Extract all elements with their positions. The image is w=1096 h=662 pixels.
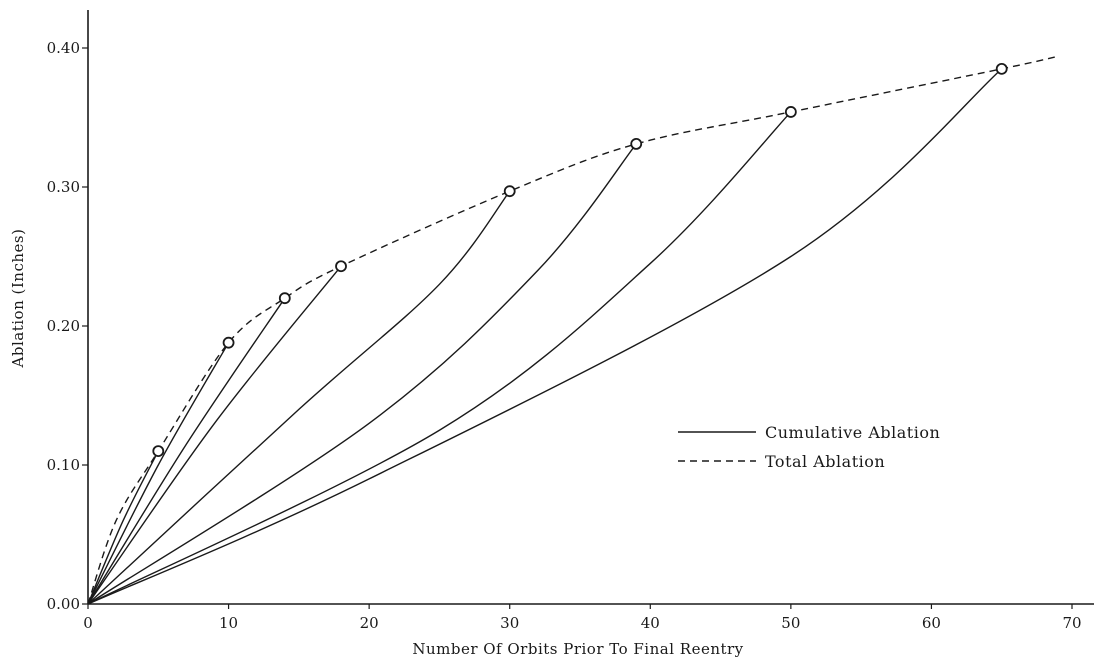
- y-tick-label: 0.10: [47, 456, 80, 474]
- x-axis-label: Number Of Orbits Prior To Final Reentry: [412, 640, 743, 658]
- tick-labels: 0 10 20 30 40 50 60 70 0.00 0.10 0.20 0.30 0.40: [47, 39, 1082, 632]
- y-tick-label: 0.30: [47, 178, 80, 196]
- axes: [82, 10, 1094, 609]
- cumulative-ablation-line: [87, 190, 511, 605]
- cumulative-ablation-line: [87, 342, 230, 605]
- marker-point: [995, 62, 1008, 75]
- x-tick-label: 60: [922, 614, 941, 632]
- marker-point: [630, 138, 643, 150]
- x-tick-label: 70: [1062, 614, 1081, 632]
- marker-points: [152, 62, 1008, 458]
- marker-point: [152, 445, 165, 458]
- legend: Cumulative Ablation Total Ablation: [678, 423, 940, 471]
- marker-point: [784, 106, 797, 118]
- marker-point: [278, 292, 291, 305]
- x-tick-label: 40: [641, 614, 660, 632]
- cumulative-ablation-line: [87, 450, 159, 605]
- x-tick-label: 10: [219, 614, 238, 632]
- x-tick-label: 30: [500, 614, 519, 632]
- cumulative-ablation-line: [87, 297, 286, 605]
- cumulative-curves: [87, 68, 1003, 605]
- legend-label-total: Total Ablation: [765, 452, 885, 471]
- y-tick-label: 0.00: [47, 595, 80, 613]
- x-tick-label: 50: [781, 614, 800, 632]
- cumulative-ablation-line: [87, 111, 792, 605]
- cumulative-ablation-line: [87, 143, 637, 605]
- x-tick-label: 0: [83, 614, 93, 632]
- y-axis-label: Ablation (Inches): [9, 229, 27, 369]
- marker-point: [222, 336, 235, 349]
- cumulative-ablation-line: [87, 68, 1003, 605]
- legend-label-cumulative: Cumulative Ablation: [765, 423, 940, 442]
- y-tick-label: 0.40: [47, 39, 80, 57]
- cumulative-ablation-line: [87, 265, 342, 605]
- marker-point: [503, 185, 516, 198]
- total-ablation-line: [87, 55, 1059, 605]
- x-tick-label: 20: [360, 614, 379, 632]
- y-tick-label: 0.20: [47, 317, 80, 335]
- total-ablation-series: [87, 55, 1059, 605]
- marker-point: [335, 260, 347, 273]
